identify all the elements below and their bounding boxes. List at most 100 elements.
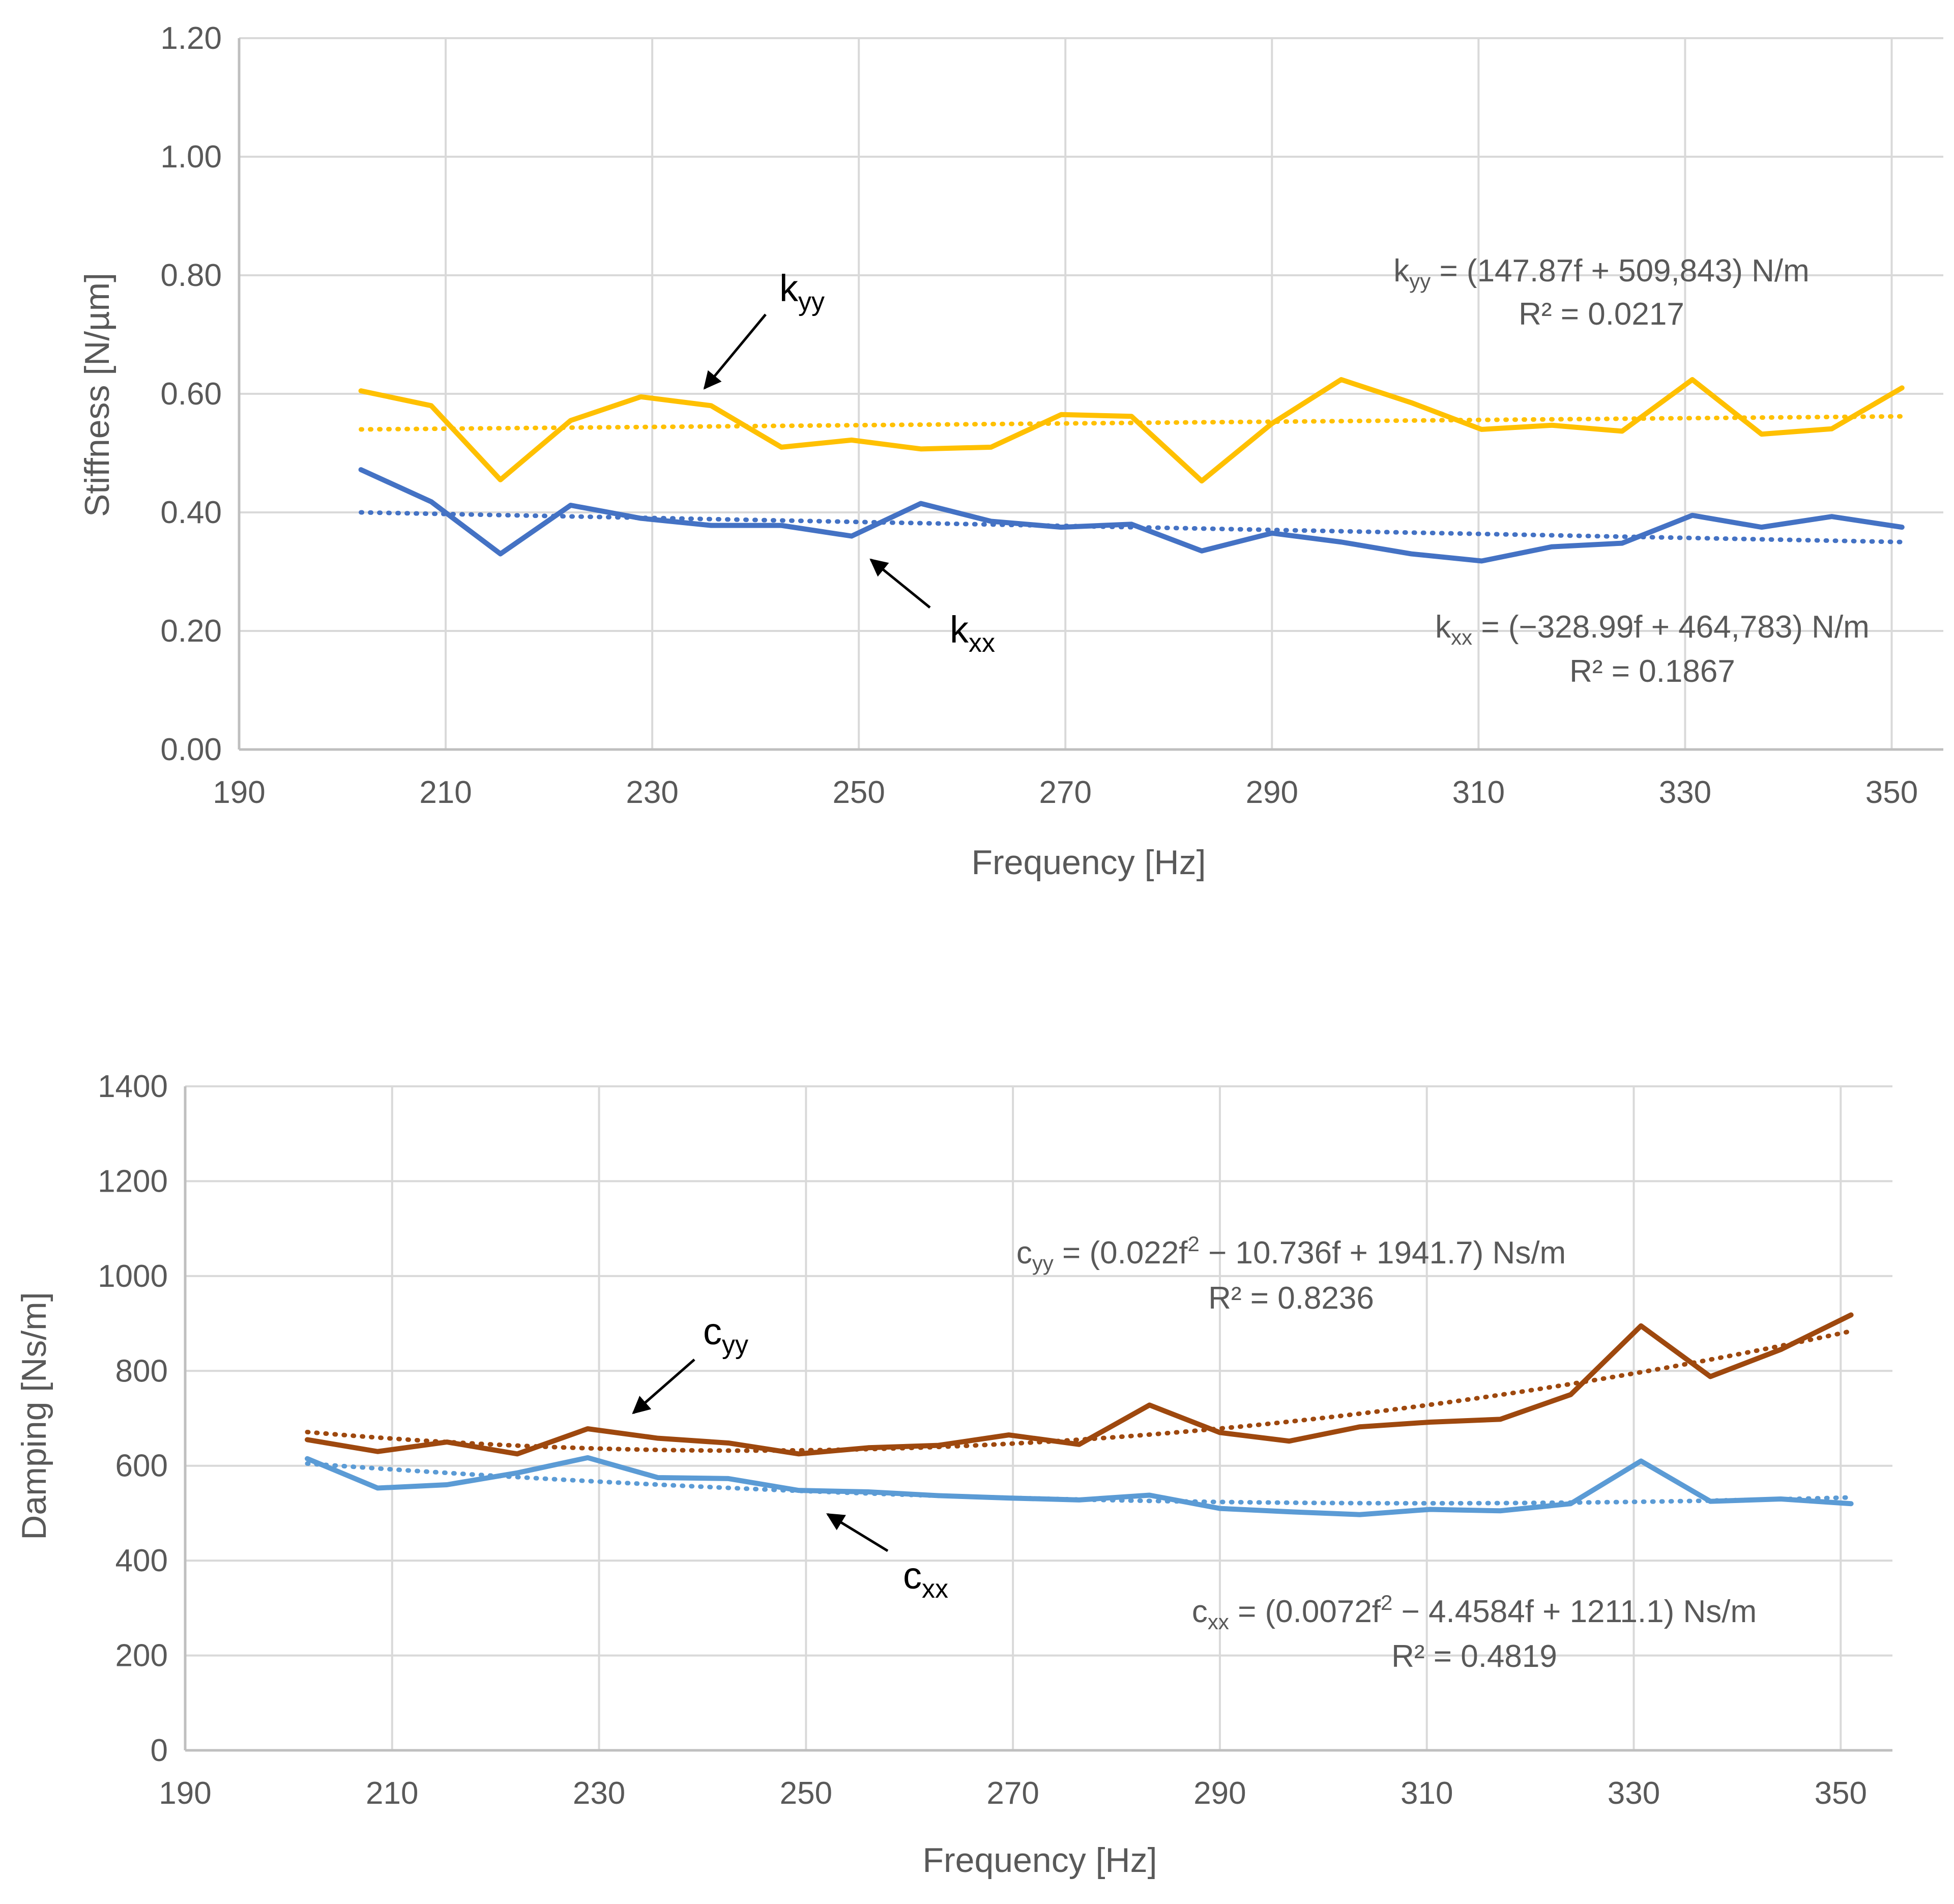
kyy-data-point [1129,414,1134,419]
cyy-data-point [1076,1442,1082,1447]
damping-y-tick-label: 600 [115,1449,168,1484]
damping-tick-labels: 0 200 400 600 800 1000 1200 1400 190 210 230 250 270… [98,1069,1867,1811]
cxx-data-point [1498,1508,1503,1513]
kyy-data-point [638,394,644,399]
damping-y-axis-label: Damping [Ns/m] [15,1292,53,1540]
kyy-arrow [703,313,767,390]
kyy-data-point [1199,478,1204,483]
stiffness-grid [238,37,1943,751]
kxx-data-point [1690,513,1695,518]
damping-y-tick-label: 1000 [98,1259,168,1294]
kyy-data-point [709,403,714,408]
cyy-data-point [865,1445,870,1450]
cxx-data-point [656,1475,661,1480]
kxx-data-point [638,516,644,521]
damping-x-tick-label: 250 [780,1776,832,1811]
cxx-data-point [936,1493,941,1498]
kxx-data-point [429,499,434,504]
cyy-data-point [375,1449,380,1454]
kyy-data-point [1620,428,1625,434]
damping-y-tick-label: 1400 [98,1069,168,1104]
damping-x-tick-label: 290 [1193,1776,1246,1811]
stiffness-x-tick-label: 310 [1452,775,1505,810]
damping-chart: 0 200 400 600 800 1000 1200 1400 190 210 230 250 270… [15,1069,1892,1880]
cxx-data-point [865,1489,870,1494]
cxx-data-point [1849,1501,1854,1506]
kxx-data-point [988,518,994,524]
kyy-data-point [849,438,854,443]
cxx-r-squared: R² = 0.4819 [1391,1639,1557,1674]
stiffness-y-tick-label: 1.20 [160,21,222,56]
kyy-series-line [358,377,1905,484]
cyy-data-point [585,1426,590,1431]
cxx-arrow [826,1513,889,1552]
stiffness-x-tick-label: 270 [1039,775,1092,810]
damping-x-tick-label: 330 [1608,1776,1660,1811]
kxx-data-point [1338,539,1344,544]
kyy-data-point [1269,421,1274,426]
stiffness-y-tick-label: 0.20 [160,614,222,649]
damping-y-tick-label: 0 [151,1733,168,1768]
kyy-data-point [779,445,784,450]
stiffness-x-tick-label: 210 [419,775,472,810]
damping-y-tick-label: 800 [115,1353,168,1389]
stiffness-axes [238,38,1943,751]
cyy-data-point [656,1436,661,1441]
cxx-data-point [1427,1507,1433,1512]
cxx-data-point [1568,1501,1573,1506]
damping-series [305,1312,1854,1517]
cyy-data-point [1357,1424,1362,1429]
kxx-data-point [849,534,854,539]
cyy-r-squared: R² = 0.8236 [1208,1281,1374,1316]
kxx-data-point [1409,552,1414,557]
kyy-data-point [1900,385,1905,390]
kxx-data-point [1269,531,1274,536]
damping-x-tick-label: 230 [573,1776,625,1811]
cxx-data-point [1006,1495,1011,1501]
damping-x-tick-label: 350 [1815,1776,1867,1811]
kxx-data-point [1759,525,1764,530]
kxx-series-label: kxx [950,609,995,658]
cxx-data-point [1708,1499,1713,1504]
damping-x-tick-label: 310 [1401,1776,1453,1811]
cxx-data-point [515,1470,520,1476]
kxx-arrow [869,558,931,609]
kyy-data-point [1690,377,1695,382]
stiffness-y-tick-label: 0.60 [160,377,222,412]
cxx-trendline [305,1461,1854,1506]
cxx-data-point [1357,1512,1362,1517]
kxx-data-point [1479,559,1484,564]
kyy-data-point [1409,400,1414,405]
kxx-data-point [359,467,364,472]
kxx-series-line [358,467,1905,564]
kyy-data-point [429,403,434,408]
damping-y-tick-label: 200 [115,1638,168,1674]
cyy-data-point [1287,1438,1292,1444]
kyy-series-label: kyy [779,267,825,316]
cxx-data-point [1639,1458,1644,1463]
cyy-data-point [1427,1420,1433,1425]
cyy-arrow [632,1359,695,1415]
cxx-data-point [305,1456,310,1461]
cyy-data-point [445,1439,450,1445]
kxx-data-point [1550,544,1555,550]
kxx-data-point [1059,525,1064,530]
stiffness-x-tick-label: 330 [1659,775,1711,810]
damping-grid [184,1085,1892,1751]
kxx-data-point [1620,541,1625,546]
cyy-data-point [796,1451,801,1456]
cyy-data-point [1217,1430,1222,1435]
kyy-data-point [1759,431,1764,437]
stiffness-tick-labels: 0.00 0.20 0.40 0.60 0.80 1.00 1.20 190 210 230 250… [160,21,1918,810]
kyy-data-point [1829,426,1834,431]
damping-y-tick-label: 1200 [98,1164,168,1199]
kxx-data-point [1129,522,1134,527]
damping-trendlines [305,1329,1854,1506]
cxx-data-point [1778,1496,1783,1502]
kyy-data-point [918,446,923,451]
kxx-data-point [1829,514,1834,519]
kyy-data-point [568,418,573,423]
kxx-trend-equation: kxx = (−328.99f + 464,783) N/m [1435,610,1870,649]
cyy-trendline [305,1329,1854,1453]
cyy-data-point [1498,1417,1503,1422]
